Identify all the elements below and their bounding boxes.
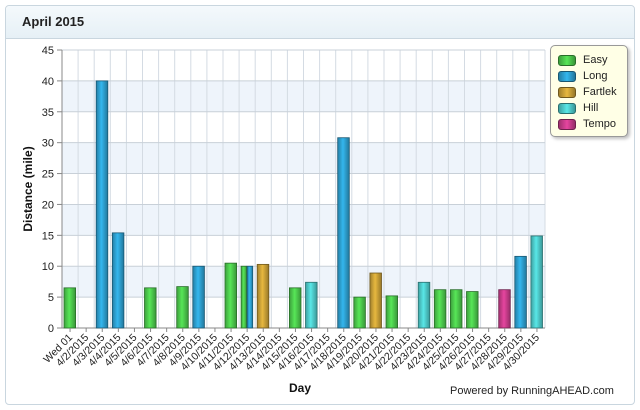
bar-easy bbox=[288, 287, 302, 329]
bar-easy bbox=[466, 291, 479, 329]
bar-easy bbox=[353, 296, 366, 329]
y-tick-label: 30 bbox=[42, 138, 54, 150]
y-tick-label: 15 bbox=[42, 230, 54, 242]
legend-swatch-long bbox=[558, 71, 576, 82]
legend-swatch-fartlek bbox=[558, 87, 576, 98]
legend-label-fartlek: Fartlek bbox=[583, 86, 617, 98]
legend-swatch-tempo bbox=[558, 119, 576, 130]
bar-easy bbox=[433, 289, 447, 329]
bar-fartlek bbox=[256, 263, 270, 329]
bar-fartlek bbox=[369, 272, 382, 329]
legend-label-easy: Easy bbox=[583, 54, 608, 66]
y-tick-label: 40 bbox=[42, 76, 54, 88]
bar-easy bbox=[144, 287, 157, 329]
legend-label-long: Long bbox=[583, 70, 608, 82]
page-title: April 2015 bbox=[22, 14, 85, 29]
bar-easy bbox=[449, 289, 463, 329]
bar-tempo bbox=[498, 289, 511, 329]
y-tick-label: 20 bbox=[42, 199, 54, 211]
legend-label-hill: Hill bbox=[583, 102, 599, 114]
y-tick-label: 0 bbox=[48, 323, 54, 335]
panel-header: April 2015 bbox=[6, 6, 634, 39]
bar-hill bbox=[417, 281, 431, 329]
y-tick-label: 5 bbox=[48, 292, 54, 304]
y-tick-label: 25 bbox=[42, 169, 54, 181]
bar-easy bbox=[63, 287, 77, 329]
bar-easy bbox=[240, 265, 248, 329]
y-tick-label: 35 bbox=[42, 107, 54, 119]
powered-by-text: Powered by RunningAHEAD.com bbox=[450, 385, 614, 397]
chart-legend: Easy Long Fartlek Hill Tempo bbox=[550, 45, 628, 137]
bar-hill bbox=[530, 235, 543, 329]
legend-label-tempo: Tempo bbox=[583, 118, 617, 130]
bar-easy bbox=[224, 262, 238, 329]
y-axis-label: Distance (mile) bbox=[21, 146, 35, 231]
bar-easy bbox=[385, 295, 399, 329]
bar-long bbox=[111, 232, 125, 329]
bar-long bbox=[95, 80, 109, 329]
bar-long bbox=[514, 255, 527, 329]
bar-long bbox=[192, 265, 205, 329]
bar-long bbox=[337, 137, 350, 329]
y-tick-label: 45 bbox=[42, 45, 54, 57]
legend-swatch-hill bbox=[558, 103, 576, 114]
x-axis-label: Day bbox=[289, 381, 311, 395]
bar-easy bbox=[176, 286, 189, 329]
bar-long bbox=[246, 265, 254, 329]
y-tick-label: 10 bbox=[42, 261, 54, 273]
legend-swatch-easy bbox=[558, 55, 576, 66]
bar-hill bbox=[305, 281, 318, 329]
